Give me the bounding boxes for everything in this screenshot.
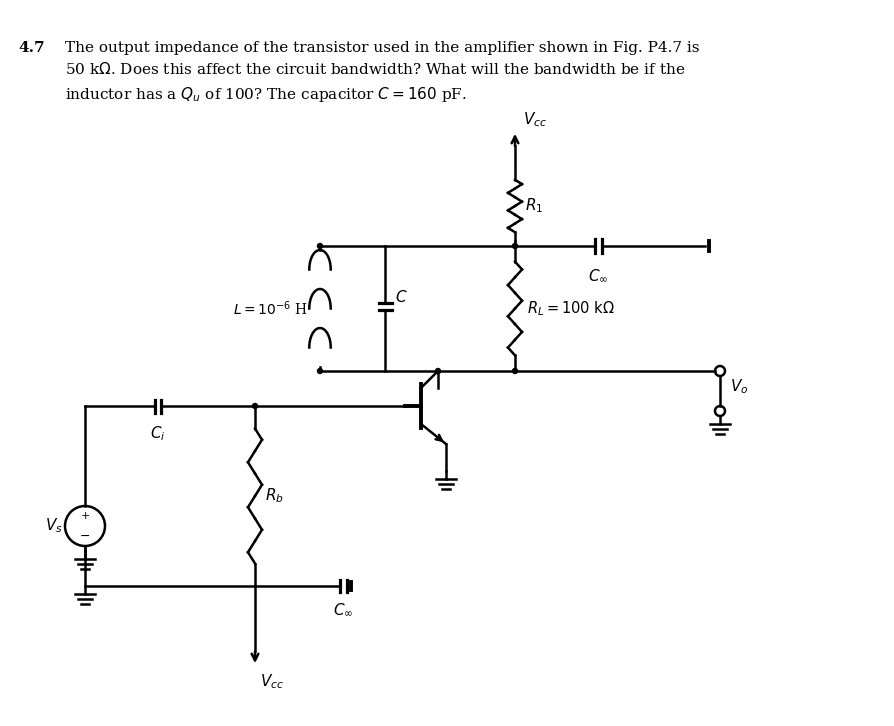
Text: $C$: $C$ (395, 288, 408, 304)
Text: +: + (80, 511, 89, 521)
Text: $R_1$: $R_1$ (525, 197, 544, 216)
Circle shape (317, 369, 323, 373)
Text: $R_b$: $R_b$ (265, 486, 283, 505)
Circle shape (317, 243, 323, 248)
Text: $V_{cc}$: $V_{cc}$ (523, 110, 547, 129)
Text: $R_L = 100\ \mathrm{k}\Omega$: $R_L = 100\ \mathrm{k}\Omega$ (527, 299, 615, 318)
Text: The output impedance of the transistor used in the amplifier shown in Fig. P4.7 : The output impedance of the transistor u… (65, 41, 699, 104)
Circle shape (435, 369, 441, 373)
Text: $L = 10^{-6}$ H: $L = 10^{-6}$ H (233, 299, 308, 318)
Text: $V_s$: $V_s$ (46, 517, 63, 535)
Text: $C_\infty$: $C_\infty$ (588, 268, 609, 285)
Circle shape (252, 404, 257, 409)
Text: 4.7: 4.7 (18, 41, 45, 55)
Circle shape (512, 369, 518, 373)
Text: −: − (80, 529, 90, 542)
Text: $V_o$: $V_o$ (730, 377, 748, 396)
Text: $C_\infty$: $C_\infty$ (333, 602, 354, 619)
Text: $V_{cc}$: $V_{cc}$ (260, 672, 284, 690)
Text: $C_i$: $C_i$ (150, 424, 165, 443)
Circle shape (512, 243, 518, 248)
